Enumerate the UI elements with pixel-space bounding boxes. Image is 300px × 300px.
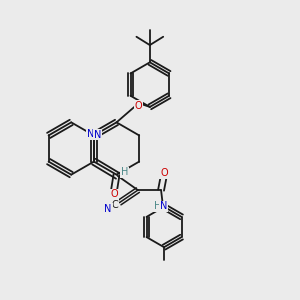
Text: H: H [121, 167, 128, 177]
Text: H: H [154, 202, 161, 212]
Text: O: O [160, 168, 168, 178]
Text: N: N [94, 130, 101, 140]
Text: O: O [111, 189, 118, 199]
Text: O: O [135, 101, 142, 111]
Text: N: N [87, 129, 94, 139]
Text: C: C [112, 200, 119, 210]
Text: N: N [104, 204, 112, 214]
Text: N: N [160, 202, 167, 212]
